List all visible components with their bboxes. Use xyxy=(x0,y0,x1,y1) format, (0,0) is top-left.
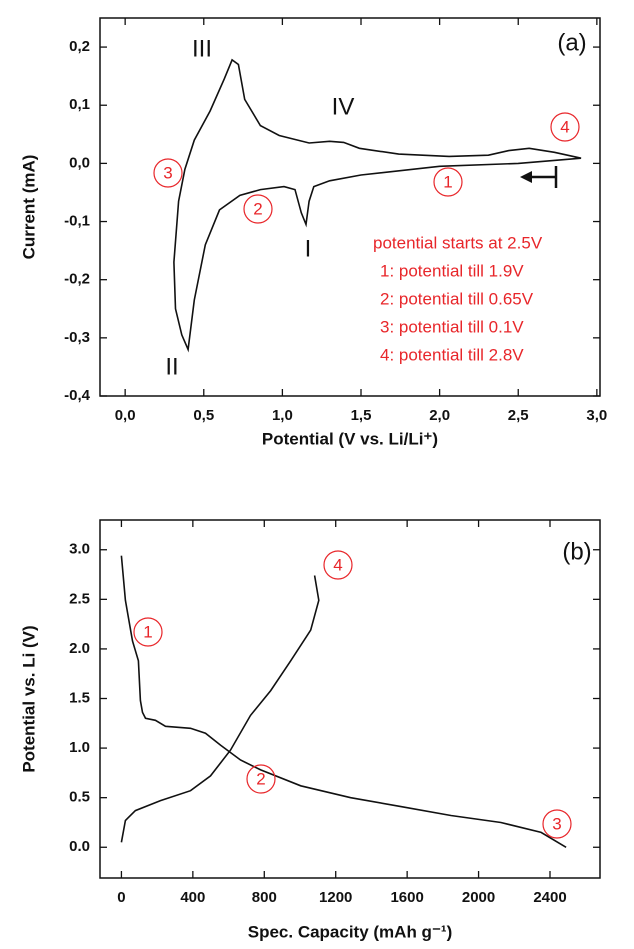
y-tick-label: 0,0 xyxy=(69,154,90,171)
plot-frame xyxy=(99,519,601,879)
x-tick-label: 400 xyxy=(180,889,205,906)
x-tick-label: 1200 xyxy=(319,889,352,906)
data-line xyxy=(120,575,320,843)
return-arrow xyxy=(520,166,558,188)
note: 1: potential till 1.9V xyxy=(380,261,524,280)
note: 4: potential till 2.8V xyxy=(380,345,524,364)
annotation: III xyxy=(192,35,212,62)
x-axis-title: Spec. Capacity (mAh g⁻¹) xyxy=(248,922,453,941)
step-circle xyxy=(246,764,276,794)
y-tick-label: 0.0 xyxy=(69,838,90,855)
y-tick-label: -0,3 xyxy=(64,329,90,346)
x-tick-label: 0,0 xyxy=(115,407,136,424)
step-circle xyxy=(550,112,580,142)
step-circle xyxy=(433,167,463,197)
annotation: (b) xyxy=(562,538,591,565)
x-tick-label: 1,0 xyxy=(272,407,293,424)
x-tick-label: 0,5 xyxy=(193,407,214,424)
annotation: I xyxy=(305,235,312,262)
x-tick-label: 1600 xyxy=(390,889,423,906)
x-tick-label: 0 xyxy=(117,889,125,906)
step-number: 4 xyxy=(560,117,569,136)
step-circle xyxy=(133,617,163,647)
y-tick-label: 1.5 xyxy=(69,689,90,706)
x-axis-title: Potential (V vs. Li/Li⁺) xyxy=(262,429,438,448)
y-tick-label: 1.0 xyxy=(69,739,90,756)
x-tick-label: 2400 xyxy=(533,889,566,906)
annotation: II xyxy=(165,353,178,380)
x-tick-label: 2,5 xyxy=(508,407,529,424)
plot-frame xyxy=(99,17,601,397)
y-tick-label: 0,1 xyxy=(69,96,90,113)
y-tick-label: 2.0 xyxy=(69,640,90,657)
y-tick-label: 0,2 xyxy=(69,38,90,55)
data-line xyxy=(173,58,582,353)
y-tick-label: 2.5 xyxy=(69,590,90,607)
note: 2: potential till 0.65V xyxy=(380,289,534,308)
x-tick-label: 800 xyxy=(252,889,277,906)
x-tick-label: 3,0 xyxy=(586,407,607,424)
step-number: 4 xyxy=(333,555,342,574)
y-tick-label: -0,1 xyxy=(64,213,90,230)
note: potential starts at 2.5V xyxy=(373,233,543,252)
step-number: 3 xyxy=(552,814,561,833)
note: 3: potential till 0.1V xyxy=(380,317,524,336)
annotation: IV xyxy=(332,93,355,120)
x-tick-label: 1,5 xyxy=(351,407,372,424)
step-number: 3 xyxy=(163,163,172,182)
step-circle xyxy=(153,158,183,188)
step-number: 2 xyxy=(253,199,262,218)
step-number: 2 xyxy=(256,769,265,788)
step-number: 1 xyxy=(443,172,452,191)
step-number: 1 xyxy=(143,622,152,641)
step-circle xyxy=(243,194,273,224)
x-tick-label: 2000 xyxy=(462,889,495,906)
step-circle xyxy=(542,809,572,839)
y-axis-title: Potential vs. Li (V) xyxy=(19,625,38,772)
x-tick-label: 2,0 xyxy=(429,407,450,424)
y-tick-label: -0,4 xyxy=(64,387,91,404)
y-tick-label: -0,2 xyxy=(64,271,90,288)
data-line xyxy=(120,555,567,848)
step-circle xyxy=(323,550,353,580)
y-axis-title: Current (mA) xyxy=(19,155,38,260)
y-tick-label: 0.5 xyxy=(69,789,90,806)
y-tick-label: 3.0 xyxy=(69,541,90,558)
annotation: (a) xyxy=(557,29,586,56)
